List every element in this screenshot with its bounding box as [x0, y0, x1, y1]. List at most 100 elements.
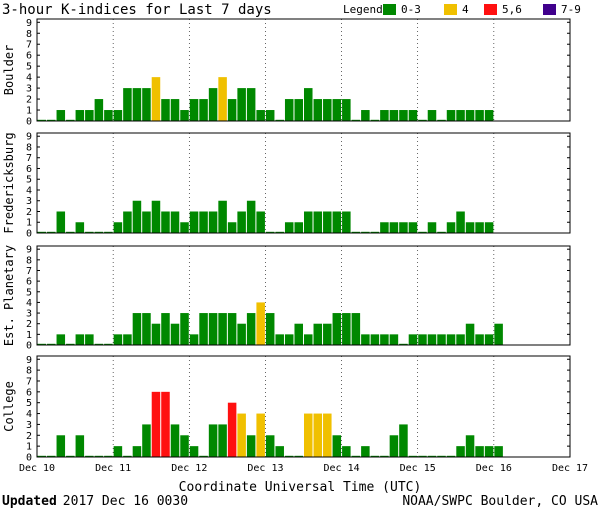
bar-boulder-10: [132, 88, 142, 121]
bar-fredericksburg-32: [342, 211, 351, 233]
bar-boulder-11: [142, 88, 151, 121]
y-tick-label: 5: [26, 287, 32, 298]
y-tick-label: 7: [26, 153, 32, 164]
bar-fredericksburg-31: [332, 211, 342, 233]
bar-est-planetary-37: [389, 334, 399, 345]
y-tick-label: 0: [26, 229, 32, 240]
bar-fredericksburg-40: [418, 231, 427, 233]
bar-boulder-8: [113, 110, 123, 121]
bar-est-planetary-26: [284, 334, 294, 345]
bar-boulder-20: [227, 99, 237, 121]
bar-college-8: [113, 446, 123, 457]
bar-college-35: [370, 455, 380, 457]
bar-boulder-22: [246, 88, 256, 121]
bar-college-34: [361, 446, 370, 457]
bar-est-planetary-3: [66, 343, 75, 345]
bar-fredericksburg-2: [56, 211, 66, 233]
bar-college-41: [427, 455, 437, 457]
bar-boulder-18: [208, 88, 218, 121]
bar-est-planetary-24: [265, 313, 275, 345]
bar-boulder-6: [94, 99, 104, 121]
bar-college-28: [304, 413, 313, 457]
bar-fredericksburg-34: [361, 231, 370, 233]
bar-est-planetary-11: [142, 313, 151, 345]
bar-college-3: [66, 455, 75, 457]
legend-label-7-9: 7-9: [561, 3, 581, 16]
bar-college-18: [208, 424, 218, 457]
x-axis-label: Coordinate Universal Time (UTC): [179, 480, 422, 495]
bar-boulder-14: [170, 99, 180, 121]
bar-est-planetary-29: [313, 323, 323, 345]
bar-fredericksburg-47: [484, 222, 494, 233]
bar-est-planetary-42: [437, 334, 446, 345]
y-tick-label: 0: [26, 453, 32, 464]
bar-est-planetary-25: [275, 334, 284, 345]
y-tick-label: 5: [26, 175, 32, 186]
bar-est-planetary-38: [399, 343, 408, 345]
bar-college-47: [484, 446, 494, 457]
bar-fredericksburg-21: [237, 211, 246, 233]
bar-est-planetary-9: [123, 334, 132, 345]
bar-boulder-2: [56, 110, 66, 121]
bar-est-planetary-2: [56, 334, 66, 345]
bar-boulder-9: [123, 88, 132, 121]
y-tick-label: 3: [26, 309, 32, 320]
bar-college-12: [151, 391, 161, 457]
panel-frame-est-planetary: [36, 245, 571, 346]
bar-est-planetary-47: [484, 334, 494, 345]
bar-est-planetary-20: [227, 313, 237, 345]
updated-line: Updated 2017 Dec 16 0030: [2, 494, 188, 509]
legend-label-5-6: 5,6: [502, 3, 522, 16]
bar-college-33: [351, 455, 361, 457]
bar-fredericksburg-17: [199, 211, 208, 233]
bar-est-planetary-43: [446, 334, 456, 345]
bar-boulder-37: [389, 110, 399, 121]
bar-fredericksburg-0: [37, 231, 47, 233]
bar-fredericksburg-23: [256, 211, 265, 233]
bar-boulder-47: [484, 110, 494, 121]
legend-swatch-0-3: [383, 4, 396, 15]
bar-est-planetary-46: [475, 334, 484, 345]
bar-fredericksburg-15: [180, 222, 189, 233]
bar-est-planetary-23: [256, 302, 265, 345]
y-tick-label: 2: [26, 431, 32, 442]
bar-boulder-21: [237, 88, 246, 121]
bar-est-planetary-1: [47, 343, 56, 345]
y-tick-label: 4: [26, 298, 32, 309]
bar-est-planetary-8: [113, 334, 123, 345]
y-tick-label: 6: [26, 387, 32, 398]
y-tick-label: 8: [26, 255, 32, 266]
bar-college-40: [418, 455, 427, 457]
bar-est-planetary-27: [294, 323, 303, 345]
panel-label-boulder: Boulder: [2, 45, 16, 96]
y-tick-label: 4: [26, 185, 32, 196]
y-tick-label: 1: [26, 106, 32, 117]
bar-boulder-5: [85, 110, 94, 121]
legend: Legend: 0-3 4 5,6 7-9: [343, 3, 581, 16]
y-tick-label: 7: [26, 266, 32, 277]
bar-est-planetary-10: [132, 313, 142, 345]
bar-boulder-40: [418, 119, 427, 121]
bar-fredericksburg-20: [227, 222, 237, 233]
bar-est-planetary-15: [180, 313, 189, 345]
bar-est-planetary-33: [351, 313, 361, 345]
bar-boulder-45: [465, 110, 475, 121]
bar-college-24: [265, 435, 275, 457]
legend-swatch-7-9: [543, 4, 556, 15]
bar-est-planetary-40: [418, 334, 427, 345]
bar-fredericksburg-37: [389, 222, 399, 233]
bar-college-48: [494, 446, 503, 457]
bar-college-46: [475, 446, 484, 457]
bar-est-planetary-32: [342, 313, 351, 345]
bar-fredericksburg-39: [408, 222, 418, 233]
bar-fredericksburg-38: [399, 222, 408, 233]
bar-fredericksburg-18: [208, 211, 218, 233]
bar-boulder-32: [342, 99, 351, 121]
bar-college-45: [465, 435, 475, 457]
panel-frame-fredericksburg: [36, 132, 571, 234]
bar-boulder-42: [437, 119, 446, 121]
bar-est-planetary-6: [94, 343, 104, 345]
bar-college-17: [199, 455, 208, 457]
